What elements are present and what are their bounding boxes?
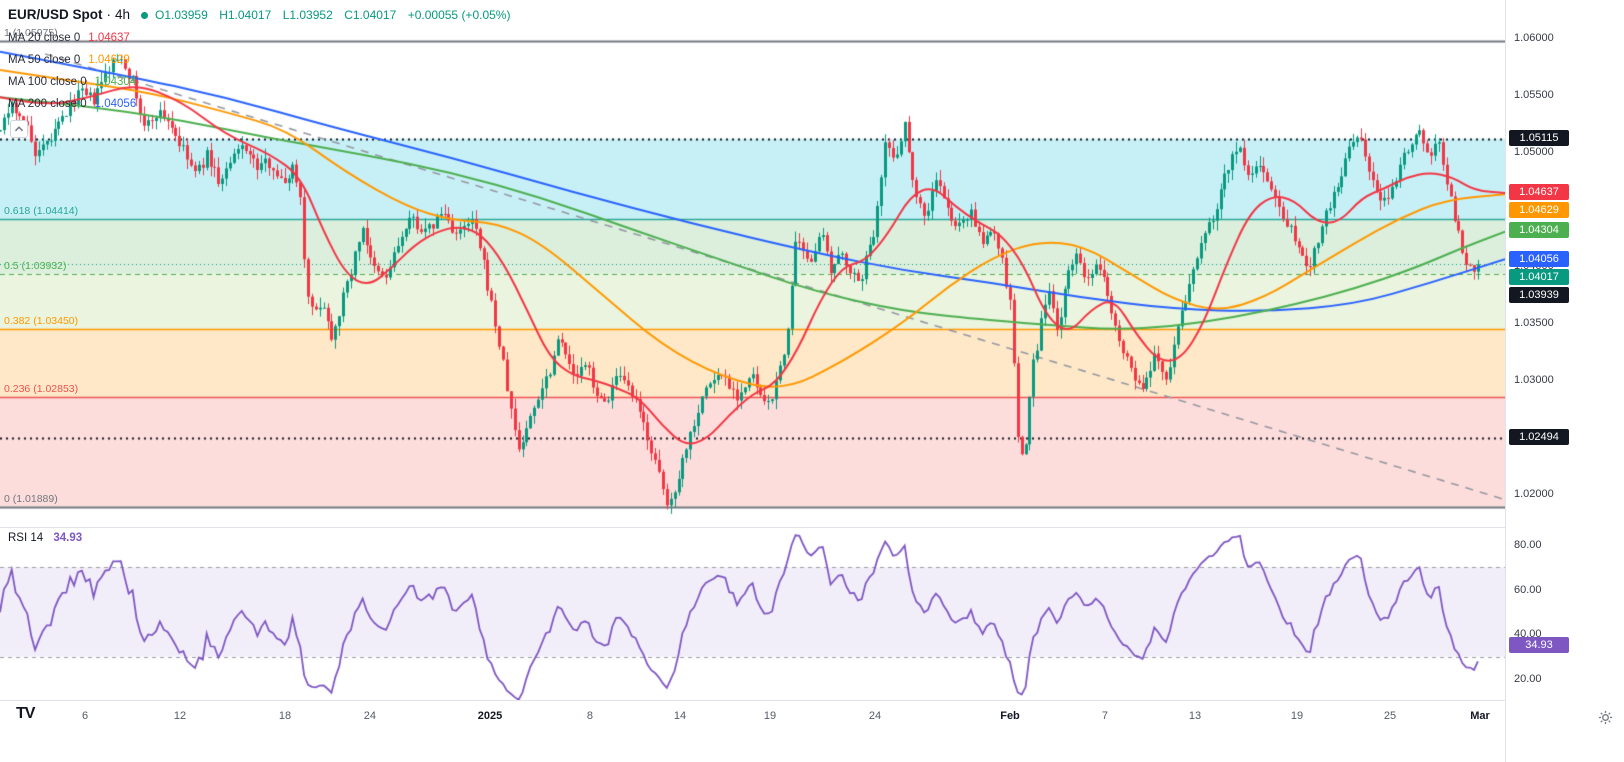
fib-level-label: 0.5 (1.03932) <box>4 259 67 272</box>
market-status-icon <box>141 11 149 19</box>
time-label: 18 <box>278 710 292 722</box>
price-tick: 1.02000 <box>1514 487 1554 500</box>
indicator-legend-row[interactable]: MA 100 close 0 1.04304 <box>8 76 517 91</box>
indicator-value: 1.04629 <box>88 54 130 66</box>
time-label: 19 <box>763 710 777 722</box>
price-badge: 1.04629 <box>1509 202 1569 219</box>
price-tick: 1.03000 <box>1514 373 1554 386</box>
high-value: H1.04017 <box>219 8 272 22</box>
price-axis[interactable]: 1.060001.055001.050001.045001.040001.035… <box>1505 0 1624 762</box>
rsi-value: 34.93 <box>53 532 83 544</box>
time-label: Mar <box>1470 710 1490 722</box>
time-label: 24 <box>868 710 882 722</box>
rsi-value-badge: 34.93 <box>1509 636 1569 653</box>
rsi-tick: 80.00 <box>1514 538 1542 551</box>
price-badge: 1.03939 <box>1509 286 1569 303</box>
price-badge: 1.04637 <box>1509 184 1569 201</box>
indicator-label: MA 200 close 0 <box>8 98 87 110</box>
time-label: 19 <box>1290 710 1304 722</box>
indicator-legend: MA 20 close 0 1.04637 MA 50 close 0 1.04629… <box>8 32 517 113</box>
price-tick: 1.05000 <box>1514 145 1554 158</box>
pane-resizer[interactable] <box>0 527 1505 528</box>
fib-level-label: 1 (1.05975) <box>4 26 58 39</box>
time-label: 24 <box>363 710 377 722</box>
chevron-up-icon <box>14 126 24 132</box>
time-label: 12 <box>173 710 187 722</box>
price-tick: 1.05500 <box>1514 88 1554 101</box>
price-tick: 1.06000 <box>1514 31 1554 44</box>
symbol-row[interactable]: EUR/USD Spot · 4h O1.03959 H1.04017 L1.0… <box>8 5 517 25</box>
indicator-legend-row[interactable]: MA 50 close 0 1.04629 <box>8 54 517 69</box>
fib-level-label: 0.236 (1.02853) <box>4 382 79 395</box>
rsi-legend-row[interactable]: RSI 14 34.93 <box>8 532 82 544</box>
chart-canvas[interactable] <box>0 0 1505 700</box>
fib-level-label: 0.382 (1.03450) <box>4 314 79 327</box>
price-badge: 1.04304 <box>1509 222 1569 239</box>
price-tick: 1.03500 <box>1514 316 1554 329</box>
indicator-label: MA 100 close 0 <box>8 76 87 88</box>
rsi-tick: 20.00 <box>1514 673 1542 685</box>
time-axis[interactable]: 6 12 18 24 2025 8 14 19 24 Feb 7 13 19 25 Mar <box>0 700 1505 762</box>
time-label: 14 <box>673 710 687 722</box>
chart-legend: EUR/USD Spot · 4h O1.03959 H1.04017 L1.0… <box>8 5 517 113</box>
fib-level-label: 0 (1.01889) <box>4 492 58 505</box>
time-label: 6 <box>81 710 89 722</box>
time-label: 2025 <box>477 710 503 722</box>
indicator-legend-row[interactable]: MA 20 close 0 1.04637 <box>8 32 517 47</box>
indicator-label: MA 20 close 0 <box>8 32 81 44</box>
time-label: 25 <box>1383 710 1397 722</box>
low-value: L1.03952 <box>282 8 333 22</box>
chevron-up-button[interactable] <box>10 120 28 138</box>
time-label: Feb <box>1000 710 1020 722</box>
time-label: 8 <box>586 710 594 722</box>
legend-separator: · <box>106 7 112 23</box>
rsi-tick: 60.00 <box>1514 583 1542 596</box>
price-badge: 1.04056 <box>1509 250 1569 267</box>
indicator-label: MA 50 close 0 <box>8 54 81 66</box>
time-label: 7 <box>1101 710 1109 722</box>
gear-icon[interactable] <box>1598 710 1613 730</box>
price-badge: 1.02494 <box>1509 428 1569 445</box>
symbol-title[interactable]: EUR/USD Spot <box>8 7 103 23</box>
change-value: +0.00055 (+0.05%) <box>407 8 511 22</box>
rsi-label: RSI 14 <box>8 532 44 544</box>
indicator-value: 1.04056 <box>94 98 137 110</box>
price-badge: 1.04017 <box>1509 268 1569 285</box>
indicator-value: 1.04637 <box>88 32 130 44</box>
price-badge: 1.05115 <box>1509 129 1569 146</box>
indicator-value: 1.04304 <box>94 76 137 88</box>
open-value: O1.03959 <box>155 8 208 22</box>
close-value: C1.04017 <box>344 8 397 22</box>
fib-level-label: 0.618 (1.04414) <box>4 204 79 217</box>
tradingview-logo[interactable]: TV <box>16 705 35 722</box>
interval-label[interactable]: 4h <box>115 7 131 23</box>
indicator-legend-row[interactable]: MA 200 close 0 1.04056 <box>8 98 517 113</box>
time-label: 13 <box>1188 710 1202 722</box>
ohlc-values: O1.03959 H1.04017 L1.03952 C1.04017 +0.0… <box>155 7 517 23</box>
